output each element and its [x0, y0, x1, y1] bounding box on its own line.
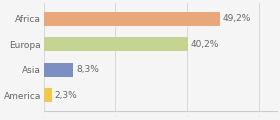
Bar [44, 12, 220, 26]
Text: 49,2%: 49,2% [223, 14, 251, 23]
Bar [44, 37, 188, 51]
Text: 40,2%: 40,2% [190, 40, 219, 49]
Text: 8,3%: 8,3% [76, 65, 99, 74]
Bar [44, 63, 73, 77]
Text: 2,3%: 2,3% [55, 91, 78, 100]
Bar [44, 88, 52, 102]
